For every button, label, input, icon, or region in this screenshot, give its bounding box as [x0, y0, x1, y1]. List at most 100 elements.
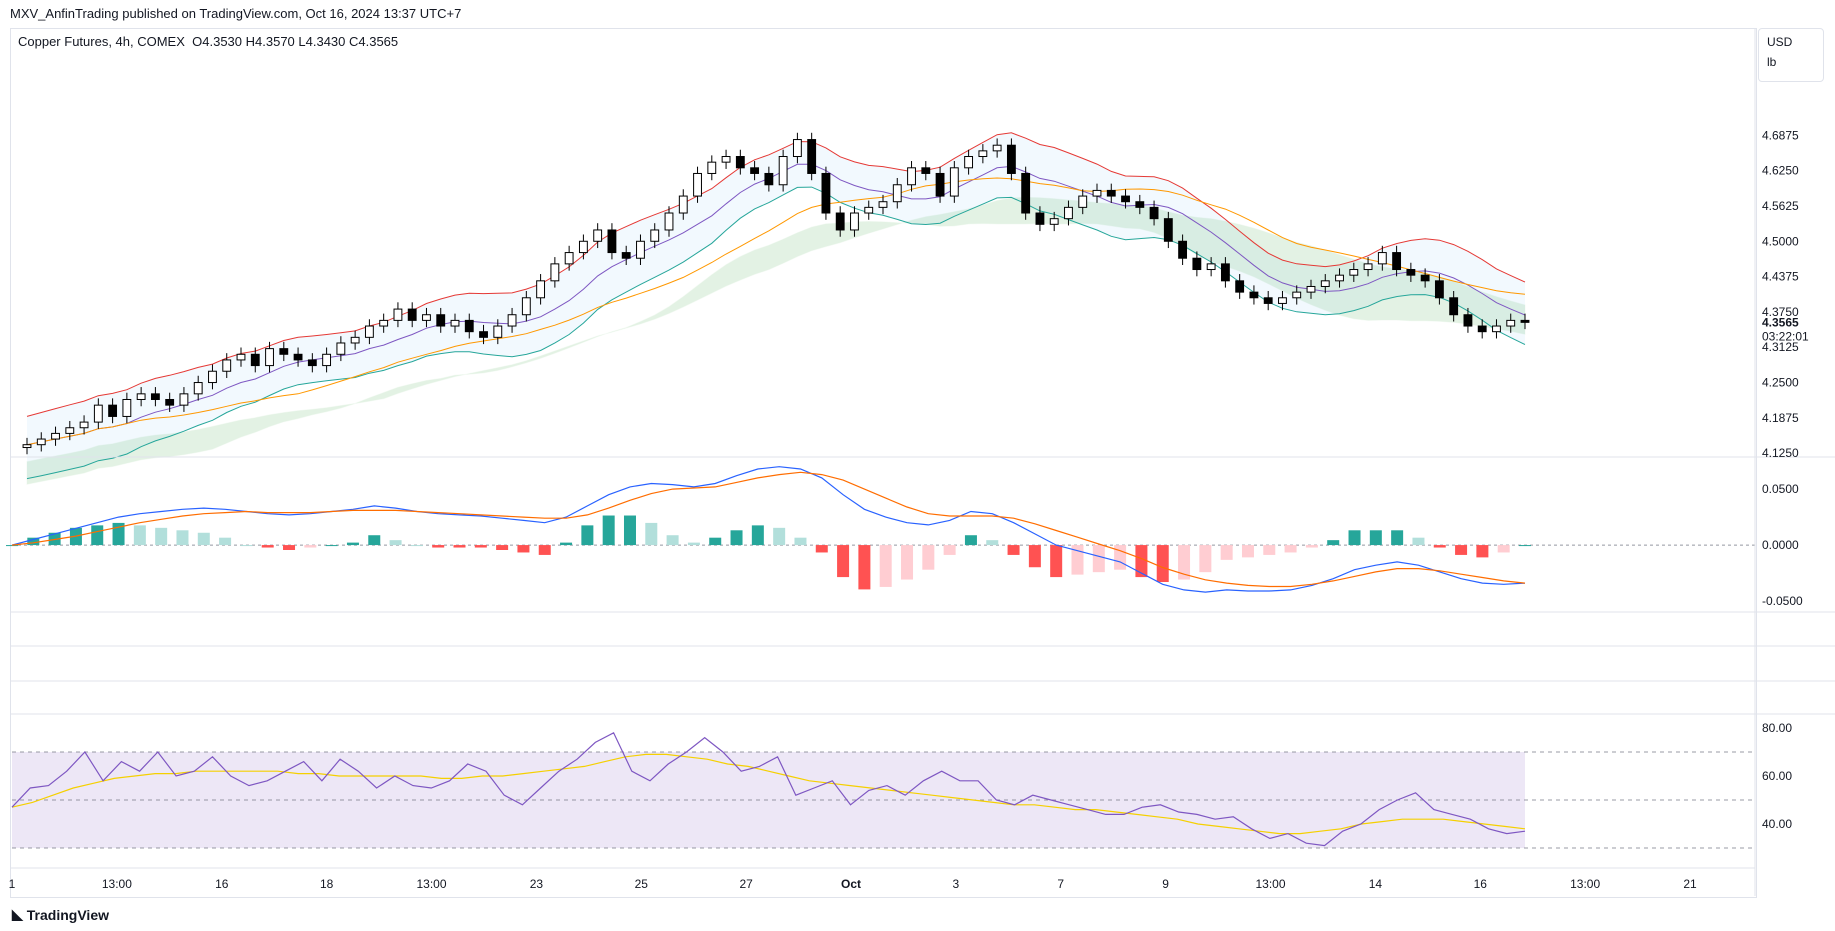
candle-body	[222, 359, 232, 372]
macd-tick-label: 0.0500	[1762, 482, 1799, 496]
time-tick-label: 7	[1057, 877, 1064, 891]
macd-histogram-bar	[837, 545, 850, 578]
candle-body	[65, 427, 75, 434]
macd-histogram-bar	[219, 537, 232, 546]
time-tick-label: Oct	[841, 877, 861, 891]
macd-histogram-bar	[1391, 530, 1404, 546]
macd-histogram-bar	[368, 535, 381, 546]
macd-histogram-bar	[1135, 545, 1148, 578]
candle-body	[1463, 314, 1473, 327]
time-tick-label: 13:00	[102, 877, 132, 891]
macd-histogram-bar	[687, 542, 700, 546]
macd-histogram-bar	[517, 545, 530, 553]
macd-histogram-bar	[91, 525, 104, 546]
candle-body	[792, 139, 802, 158]
rsi-tick-label: 40.00	[1762, 817, 1792, 831]
candle-body	[1220, 263, 1230, 282]
candle-body	[165, 398, 175, 406]
macd-histogram-bar	[346, 542, 359, 546]
macd-histogram-bar	[304, 545, 317, 548]
candle-body	[778, 156, 788, 186]
candle-body	[464, 319, 474, 333]
candle-body	[878, 201, 888, 208]
rsi-band	[12, 752, 1525, 848]
price-tick-label: 4.2500	[1762, 376, 1799, 390]
time-tick-label: 16	[215, 877, 229, 891]
macd-histogram-bar	[794, 537, 807, 546]
bollinger-upper-line	[26, 132, 1526, 417]
candle-body	[607, 229, 617, 254]
candle-body	[892, 184, 902, 203]
macd-histogram-bar	[901, 545, 914, 580]
candle-body	[1363, 263, 1373, 271]
macd-histogram-bar	[709, 537, 722, 546]
candle-body	[1434, 280, 1444, 299]
macd-histogram-bar	[986, 540, 999, 546]
candle-body	[279, 348, 289, 355]
candle-body	[536, 280, 546, 299]
candle-body	[407, 308, 417, 321]
candle-body	[636, 240, 645, 259]
candle-body	[250, 353, 260, 367]
candle-body	[550, 263, 560, 282]
price-tick-label: 4.1875	[1762, 411, 1799, 425]
candle-body	[1420, 274, 1430, 282]
candle-body	[307, 359, 317, 367]
macd-histogram-bar	[1348, 530, 1361, 546]
price-tick-label: 4.5625	[1762, 199, 1799, 213]
macd-histogram-bar	[261, 545, 274, 548]
countdown-label: 03:22:01	[1762, 329, 1809, 343]
candle-body	[650, 229, 660, 242]
candle-body	[193, 382, 203, 395]
candle-body	[1263, 297, 1273, 304]
candle-body	[364, 325, 374, 338]
time-tick-label: 13:00	[1255, 877, 1285, 891]
candle-body	[1178, 240, 1188, 259]
bollinger-mid-line	[26, 163, 1526, 446]
rsi-tick-label: 80.00	[1762, 721, 1792, 735]
candle-body	[921, 167, 931, 174]
price-tick-label: 4.6875	[1762, 128, 1799, 142]
candle-body	[507, 314, 517, 327]
macd-histogram-bar	[666, 535, 679, 546]
tradingview-logo[interactable]: ◣ TradingView	[12, 906, 109, 923]
macd-histogram-bar	[1007, 545, 1020, 555]
unit-selector[interactable]: USD lb	[1758, 28, 1824, 82]
macd-histogram-bar	[858, 545, 871, 590]
price-pane	[22, 132, 1530, 485]
candle-body	[493, 325, 503, 338]
candle-body	[179, 393, 189, 406]
tradingview-logo-icon: ◣	[12, 906, 23, 922]
candle-body	[436, 314, 446, 327]
chart-frame[interactable]	[10, 28, 1757, 898]
candle-body	[1106, 189, 1116, 197]
macd-histogram-bar	[1412, 537, 1425, 546]
price-tick-label: 4.3125	[1762, 340, 1799, 354]
candle-body	[821, 172, 831, 214]
candle-body	[678, 195, 688, 214]
candle-body	[422, 314, 431, 321]
time-tick-label: 13:00	[1570, 877, 1600, 891]
macd-histogram-bar	[453, 545, 466, 548]
macd-histogram-bar	[581, 525, 594, 546]
candle-body	[578, 240, 588, 254]
macd-histogram-bar	[751, 525, 764, 546]
candle-body	[1377, 252, 1387, 265]
candle-body	[51, 432, 60, 440]
candle-body	[1064, 206, 1073, 220]
candle-body	[764, 172, 774, 186]
candle-body	[1049, 218, 1059, 225]
candle-body	[949, 167, 959, 197]
macd-histogram-bar	[602, 515, 615, 546]
candle-body	[1021, 172, 1031, 214]
bollinger-lower-line	[26, 186, 1526, 480]
macd-histogram-bar	[496, 545, 509, 550]
symbol-legend[interactable]: Copper Futures, 4h, COMEX O4.3530 H4.357…	[18, 34, 398, 49]
candle-body	[864, 206, 874, 214]
macd-histogram-bar	[1263, 545, 1276, 555]
candle-body	[1392, 252, 1402, 271]
macd-histogram-bar	[1284, 545, 1297, 553]
candle-body	[336, 342, 346, 355]
macd-histogram-bar	[815, 545, 828, 553]
